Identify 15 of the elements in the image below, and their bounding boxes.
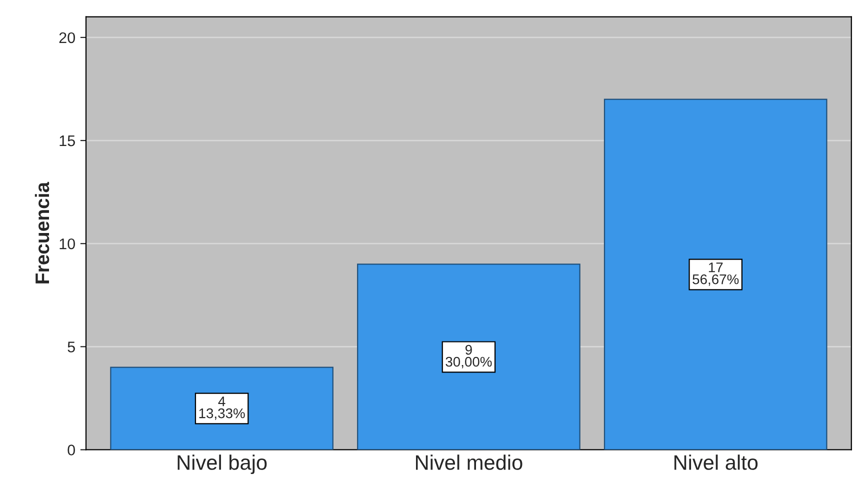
y-axis-title: Frecuencia [34,182,50,284]
y-tick-label: 20 [59,32,75,44]
data-label: 4 13,33% [199,396,245,420]
x-tick-label: Nivel medio [416,454,522,470]
bar [357,264,580,450]
bar [110,366,334,450]
x-tick-label: Nivel alto [674,454,758,470]
y-tick-label: 10 [60,238,75,250]
y-tick-label: 15 [60,136,75,146]
y-tick-label: 0 [68,444,75,456]
data-label: 17 56,67% [692,262,739,286]
bar [604,98,828,450]
x-tick-label: Nivel bajo [178,454,267,474]
y-tick-label: 5 [68,342,75,352]
data-label: 9 30,00% [446,344,492,368]
